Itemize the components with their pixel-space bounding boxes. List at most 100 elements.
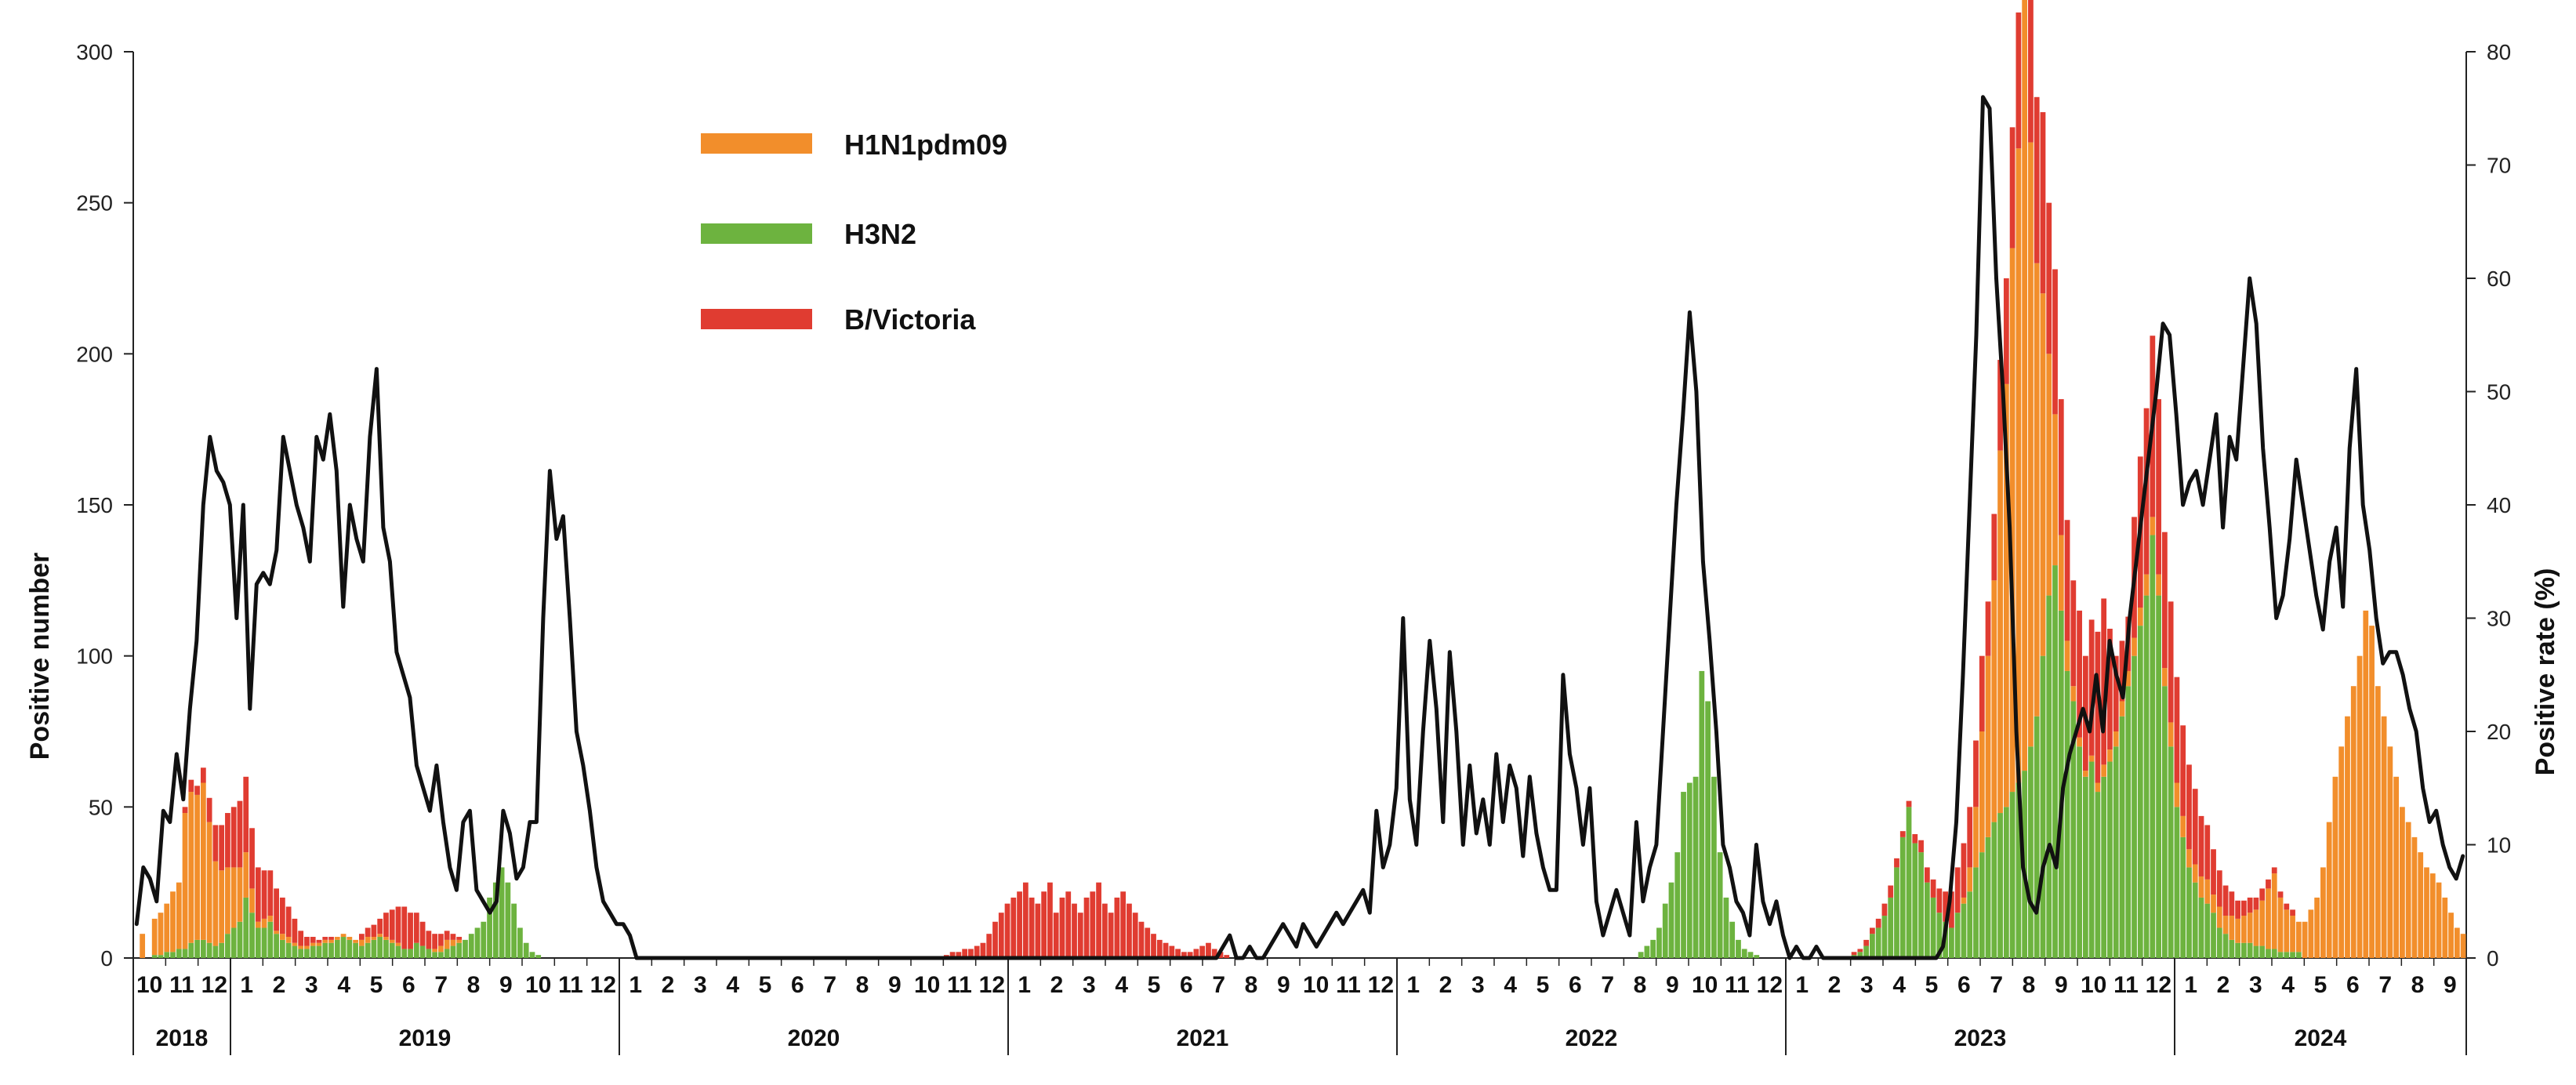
bar-h3n2 — [328, 942, 334, 958]
bar-h3n2 — [474, 927, 481, 958]
bar-bvictoria — [1187, 952, 1193, 958]
bar-h1n1 — [2107, 749, 2113, 762]
bar-h3n2 — [1650, 939, 1656, 958]
bar-bvictoria — [2222, 885, 2229, 916]
bar-h1n1 — [2229, 916, 2235, 940]
bar-h3n2 — [2034, 716, 2040, 958]
bar-bvictoria — [1899, 831, 1906, 837]
bar-h3n2 — [432, 952, 438, 958]
bar-h3n2 — [2046, 595, 2052, 958]
bar-h1n1 — [182, 813, 188, 949]
bar-h1n1 — [206, 822, 212, 943]
bar-bvictoria — [962, 949, 968, 958]
bar-h1n1 — [170, 891, 176, 953]
bar-h1n1 — [2247, 913, 2253, 943]
bar-h1n1 — [2302, 921, 2308, 958]
bar-h3n2 — [1681, 792, 1686, 958]
x-tick-label-year: 2021 — [1177, 1025, 1229, 1051]
bar-h3n2 — [1711, 776, 1717, 958]
bar-h3n2 — [2132, 655, 2137, 958]
bar-h3n2 — [1973, 867, 1979, 958]
y-tick-label-left: 0 — [100, 946, 113, 971]
bar-h3n2 — [2284, 952, 2290, 958]
bar-bvictoria — [1224, 955, 1230, 958]
x-tick-label-year: 2022 — [1566, 1025, 1618, 1051]
bar-h3n2 — [2009, 792, 2015, 958]
bar-bvictoria — [444, 931, 450, 940]
bar-h1n1 — [340, 934, 346, 938]
bar-h3n2 — [316, 945, 322, 958]
y-tick-label-right: 60 — [2487, 267, 2511, 291]
x-tick-label-month: 11 — [1336, 972, 1361, 998]
bar-h1n1 — [2052, 414, 2058, 566]
bar-h3n2 — [1747, 952, 1754, 958]
bar-h3n2 — [322, 942, 328, 958]
bar-h1n1 — [158, 913, 164, 956]
bars — [140, 0, 2466, 958]
bar-bvictoria — [1004, 903, 1010, 958]
bar-h3n2 — [1638, 952, 1644, 958]
bar-h3n2 — [274, 934, 279, 958]
bar-bvictoria — [2058, 399, 2064, 535]
x-tick-label-month: 6 — [402, 972, 415, 998]
bar-h1n1 — [151, 918, 158, 956]
bar-h3n2 — [535, 955, 542, 958]
x-tick-label-month: 9 — [1277, 972, 1290, 998]
bar-bvictoria — [1047, 882, 1053, 958]
bar-h1n1 — [310, 942, 316, 946]
x-tick-label-month: 4 — [1115, 972, 1128, 998]
bar-h1n1 — [2058, 535, 2064, 611]
bar-bvictoria — [1101, 903, 1108, 958]
bar-h1n1 — [1961, 897, 1967, 904]
bar-h3n2 — [285, 942, 292, 958]
bar-h1n1 — [243, 852, 249, 898]
bar-bvictoria — [1127, 903, 1132, 958]
bar-bvictoria — [328, 937, 334, 940]
bar-bvictoria — [2192, 789, 2198, 865]
y-tick-label-right: 80 — [2487, 40, 2511, 64]
bar-h1n1 — [2308, 909, 2314, 958]
bar-h1n1 — [2454, 927, 2460, 958]
bar-bvictoria — [188, 779, 194, 793]
x-tick-label-month: 9 — [2055, 972, 2068, 998]
bar-h1n1 — [2009, 248, 2015, 793]
bar-h3n2 — [2028, 746, 2034, 958]
bar-h3n2 — [304, 949, 310, 958]
bar-h3n2 — [2058, 610, 2064, 958]
bar-h3n2 — [2253, 945, 2259, 958]
x-tick-label-month: 7 — [823, 972, 836, 998]
bar-h1n1 — [140, 934, 146, 958]
x-tick-label-month: 6 — [1180, 972, 1193, 998]
bar-bvictoria — [1029, 897, 1035, 958]
bar-h3n2 — [2295, 952, 2302, 958]
bar-bvictoria — [2241, 900, 2247, 916]
bar-h3n2 — [1699, 670, 1705, 958]
bar-h3n2 — [298, 949, 304, 958]
bar-h3n2 — [2113, 746, 2119, 958]
bar-h1n1 — [346, 937, 353, 940]
bar-bvictoria — [1059, 897, 1065, 958]
bar-h1n1 — [2204, 879, 2211, 904]
y-tick-label-right: 20 — [2487, 720, 2511, 744]
bar-h1n1 — [267, 916, 274, 922]
bar-h1n1 — [292, 942, 298, 946]
bar-bvictoria — [2235, 900, 2241, 919]
bar-h1n1 — [285, 937, 292, 943]
bar-h3n2 — [1936, 913, 1943, 958]
bar-h3n2 — [158, 955, 164, 958]
bar-h1n1 — [2198, 876, 2204, 898]
x-tick-label-month: 5 — [1925, 972, 1939, 998]
y-axis-title-right: Positive rate (%) — [2531, 568, 2560, 776]
bar-h1n1 — [371, 937, 377, 940]
bar-bvictoria — [1906, 800, 1912, 807]
bar-bvictoria — [968, 949, 974, 958]
x-tick-label-month: 4 — [337, 972, 350, 998]
bar-bvictoria — [292, 918, 298, 943]
bar-h1n1 — [249, 888, 255, 913]
bar-bvictoria — [1918, 840, 1924, 853]
bar-h1n1 — [358, 939, 365, 946]
bar-bvictoria — [267, 870, 274, 916]
bar-h3n2 — [353, 942, 358, 958]
bar-bvictoria — [1138, 921, 1145, 958]
bar-h1n1 — [2405, 822, 2411, 958]
